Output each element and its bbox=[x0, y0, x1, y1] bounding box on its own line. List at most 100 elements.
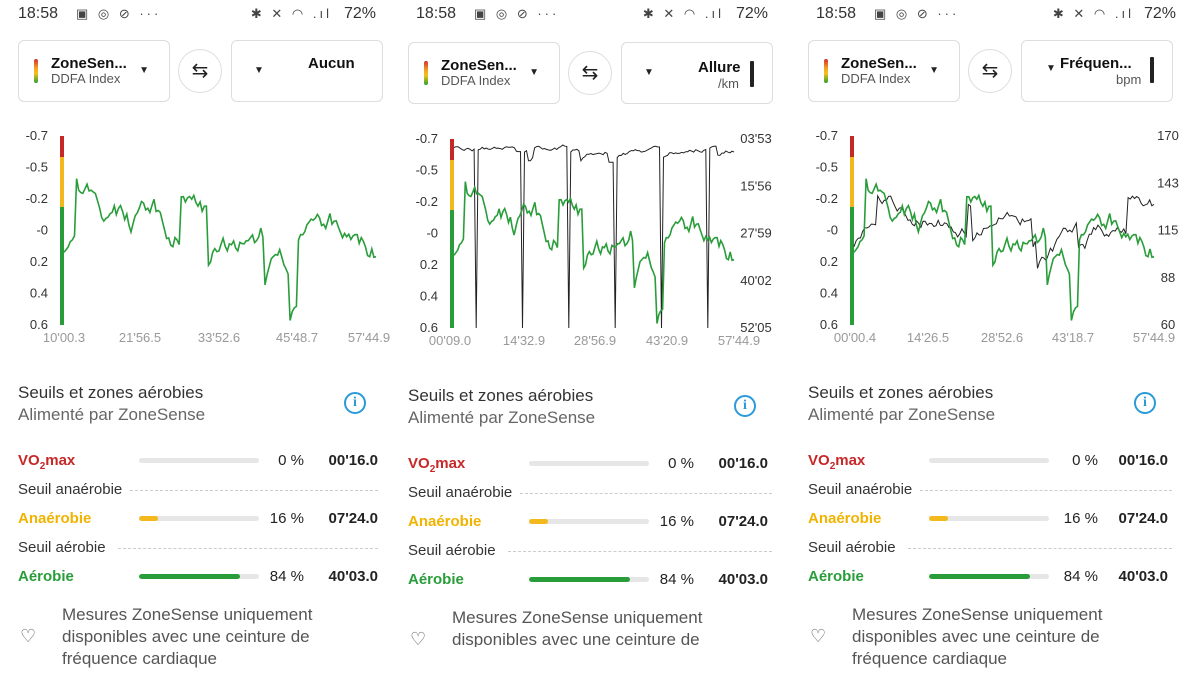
notification-icons: ▣ ◎ ⊘ ··· bbox=[874, 6, 960, 21]
aerobic-bar-fill bbox=[139, 574, 240, 579]
primary-metric-name: ZoneSen... bbox=[441, 57, 517, 74]
swap-arrows-icon: ⇆ bbox=[581, 62, 599, 84]
aerobic-bar bbox=[529, 577, 649, 582]
zone-bar-green bbox=[60, 207, 64, 325]
x-tick: 28'56.9 bbox=[574, 333, 616, 345]
x-tick: 57'44.9 bbox=[718, 333, 760, 345]
y-tick-left: -0 bbox=[826, 223, 838, 238]
anaerobic-label: Anaérobie bbox=[18, 510, 92, 527]
y-tick-left: 0.2 bbox=[420, 257, 438, 272]
notification-icons: ▣ ◎ ⊘ ··· bbox=[474, 6, 560, 21]
y-tick-left: -0 bbox=[426, 226, 438, 241]
primary-metric-selector[interactable]: ZoneSen... DDFA Index ▼ bbox=[18, 40, 170, 102]
ddfa-chart[interactable]: -0.7 -0.5 -0.2 -0 0.2 0.4 0.6 03'53 15'56 27'59 40… bbox=[392, 120, 792, 345]
aerobic-bar bbox=[139, 574, 259, 579]
chevron-down-icon: ▼ bbox=[1046, 63, 1056, 74]
section-title: Seuils et zones aérobies bbox=[408, 386, 594, 405]
primary-metric-selector[interactable]: ZoneSen... DDFA Index ▼ bbox=[408, 42, 560, 104]
vo2max-label: VO2max bbox=[408, 455, 466, 475]
zone-bar-green bbox=[450, 210, 454, 328]
divider bbox=[920, 490, 1172, 491]
heart-rate-icon: ♡ bbox=[810, 626, 827, 646]
x-tick: 43'18.7 bbox=[1052, 330, 1094, 345]
aerobic-threshold-label: Seuil aérobie bbox=[18, 539, 106, 556]
y-tick-right: 88 bbox=[1161, 270, 1175, 285]
zone-bar-red bbox=[60, 136, 64, 157]
secondary-metric-selector[interactable]: ▼ Fréquen... bpm bbox=[1021, 40, 1173, 102]
info-icon[interactable]: i bbox=[344, 392, 366, 414]
zone-bar-yellow bbox=[60, 157, 64, 207]
info-icon[interactable]: i bbox=[1134, 392, 1156, 414]
swap-button[interactable]: ⇆ bbox=[568, 51, 612, 95]
swap-button[interactable]: ⇆ bbox=[178, 49, 222, 93]
secondary-series-line bbox=[853, 193, 1155, 269]
primary-metric-sub: DDFA Index bbox=[841, 71, 911, 86]
y-tick-left: -0.2 bbox=[416, 194, 438, 209]
footer-note: Mesures ZoneSense uniquement disponibles … bbox=[452, 608, 703, 647]
primary-metric-sub: DDFA Index bbox=[51, 71, 121, 86]
vo2max-percent: 0 % bbox=[1072, 452, 1098, 469]
aerobic-duration: 40'03.0 bbox=[328, 568, 378, 585]
anaerobic-bar bbox=[929, 516, 1049, 521]
secondary-metric-selector[interactable]: ▼ Aucun bbox=[231, 40, 383, 102]
aerobic-threshold-label: Seuil aérobie bbox=[808, 539, 896, 556]
secondary-series-line bbox=[453, 144, 735, 329]
vo2max-label: VO2max bbox=[808, 452, 866, 472]
divider bbox=[130, 490, 378, 491]
system-icons: ✱ ✕ ◠ .ıl bbox=[1052, 6, 1134, 21]
aerobic-bar-fill bbox=[929, 574, 1030, 579]
secondary-metric-selector[interactable]: ▼ Allure /km bbox=[621, 42, 773, 104]
secondary-metric-name: Aucun bbox=[308, 55, 355, 72]
anaerobic-percent: 16 % bbox=[269, 510, 304, 527]
zone-bar-red bbox=[850, 136, 854, 157]
primary-metric-selector[interactable]: ZoneSen... DDFA Index ▼ bbox=[808, 40, 960, 102]
y-tick-left: 0.6 bbox=[420, 320, 438, 335]
y-tick-left: -0.5 bbox=[816, 160, 838, 175]
anaerobic-threshold-label: Seuil anaérobie bbox=[808, 481, 913, 498]
y-tick-left: 0.4 bbox=[820, 286, 838, 301]
ddfa-chart[interactable]: -0.7 -0.5 -0.2 -0 0.2 0.4 0.6 170 143 115 88 60 00'0… bbox=[792, 120, 1200, 345]
status-bar: 18:58 ▣ ◎ ⊘ ··· ✱ ✕ ◠ .ıl 72% bbox=[0, 0, 392, 28]
y-tick-right: 52'05 bbox=[740, 320, 771, 335]
zone-bar-yellow bbox=[850, 157, 854, 207]
anaerobic-label: Anaérobie bbox=[808, 510, 882, 527]
ddfa-series-line bbox=[853, 178, 1155, 321]
chevron-down-icon: ▼ bbox=[644, 67, 654, 78]
x-tick: 00'00.4 bbox=[834, 330, 876, 345]
anaerobic-threshold-label: Seuil anaérobie bbox=[408, 484, 513, 501]
divider bbox=[908, 548, 1172, 549]
swap-button[interactable]: ⇆ bbox=[968, 49, 1012, 93]
status-time: 18:58 bbox=[18, 5, 59, 22]
anaerobic-duration: 07'24.0 bbox=[1118, 510, 1168, 527]
info-icon[interactable]: i bbox=[734, 395, 756, 417]
zone-bar-red bbox=[450, 139, 454, 160]
x-tick: 14'32.9 bbox=[503, 333, 545, 345]
ddfa-chart[interactable]: -0.7 -0.5 -0.2 -0 0.2 0.4 0.610'00.3 21'56.5 33'… bbox=[0, 120, 392, 345]
y-tick-right: 115 bbox=[1158, 223, 1179, 238]
x-tick: 10'00.3 bbox=[43, 330, 85, 345]
secondary-metric-unit: bpm bbox=[1116, 72, 1142, 87]
system-icons: ✱ ✕ ◠ .ıl bbox=[642, 6, 724, 21]
aerobic-percent: 84 % bbox=[659, 571, 694, 588]
y-tick-right: 27'59 bbox=[740, 226, 771, 241]
secondary-metric-name: Fréquen... bbox=[1060, 55, 1132, 72]
x-tick: 45'48.7 bbox=[276, 330, 318, 345]
aerobic-bar bbox=[929, 574, 1049, 579]
y-tick-left: -0.5 bbox=[416, 163, 438, 178]
y-tick-left: -0.2 bbox=[26, 191, 48, 206]
primary-metric-name: ZoneSen... bbox=[841, 55, 917, 72]
series-color-bar bbox=[1150, 57, 1154, 83]
vo2max-label: VO2max bbox=[18, 452, 76, 472]
y-tick-left: 0.6 bbox=[30, 317, 48, 332]
aerobic-bar-fill bbox=[529, 577, 630, 582]
y-tick-right: 40'02 bbox=[740, 273, 771, 288]
primary-metric-name: ZoneSen... bbox=[51, 55, 127, 72]
section-subtitle: Alimenté par ZoneSense bbox=[408, 408, 596, 427]
divider bbox=[118, 548, 378, 549]
vo2max-bar bbox=[529, 461, 649, 466]
zone-gradient-icon bbox=[424, 61, 428, 85]
x-tick: 14'26.5 bbox=[907, 330, 949, 345]
y-tick-left: -0.5 bbox=[26, 160, 48, 175]
y-tick-right: 170 bbox=[1157, 128, 1179, 143]
heart-rate-icon: ♡ bbox=[20, 626, 37, 646]
